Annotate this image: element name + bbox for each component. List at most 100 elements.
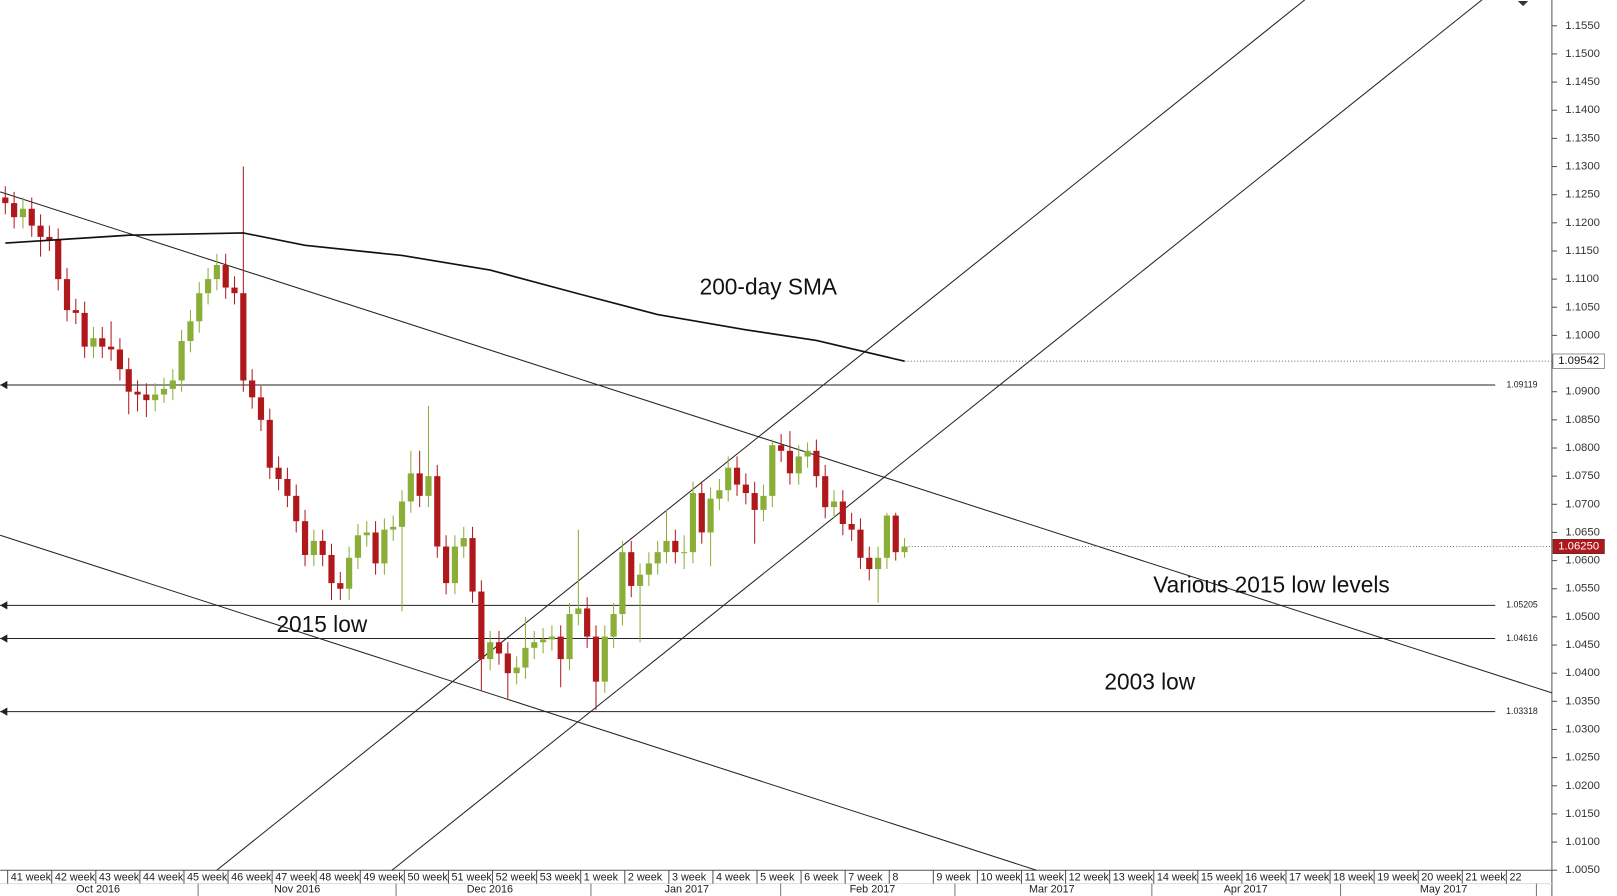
candle-body	[90, 338, 97, 347]
candle-body	[55, 239, 62, 280]
candle-body	[107, 346, 115, 350]
month-label: Mar 2017	[1029, 884, 1075, 896]
y-tick-label: 1.0550	[1565, 583, 1600, 595]
candle-body	[584, 608, 591, 637]
week-label: 44 week	[143, 871, 184, 883]
candle-body	[196, 293, 203, 322]
y-tick-label: 1.0200	[1565, 780, 1600, 792]
week-label: 42 week	[55, 871, 96, 883]
week-label: 21 week	[1465, 871, 1506, 883]
candle-body	[478, 591, 485, 660]
candle-body	[892, 515, 899, 553]
candle-body	[460, 538, 467, 547]
y-tick-label: 1.0350	[1565, 695, 1600, 707]
week-label: 47 week	[275, 871, 316, 883]
week-label: 14 week	[1157, 871, 1198, 883]
candle-body	[275, 467, 282, 479]
week-label: 53 week	[540, 871, 581, 883]
candle-body	[769, 445, 776, 496]
candle-body	[266, 419, 273, 468]
candle-body	[11, 203, 18, 218]
week-label: 8	[892, 871, 898, 883]
y-tick-label: 1.0750	[1565, 470, 1600, 482]
y-tick-label: 1.0400	[1565, 667, 1600, 679]
level-label: 1.09119	[1507, 379, 1538, 389]
candle-body	[143, 394, 150, 401]
candle-body	[575, 608, 582, 615]
candle-body	[716, 490, 723, 499]
candle-body	[883, 515, 890, 558]
week-label: 22	[1509, 871, 1521, 883]
week-label: 12 week	[1069, 871, 1110, 883]
week-label: 46 week	[231, 871, 272, 883]
week-label: 9 week	[936, 871, 971, 883]
candle-body	[434, 476, 441, 547]
week-label: 16 week	[1245, 871, 1286, 883]
candle-body	[328, 554, 335, 584]
week-label: 49 week	[363, 871, 404, 883]
candle-body	[416, 473, 423, 496]
candle-body	[548, 636, 555, 640]
y-tick-label: 1.1100	[1565, 273, 1599, 285]
candle-body	[398, 501, 406, 527]
candle-body	[381, 529, 388, 564]
y-tick-label: 1.1200	[1565, 217, 1600, 229]
week-label: 13 week	[1113, 871, 1154, 883]
level-arrow	[0, 601, 8, 610]
y-tick-label: 1.1550	[1565, 20, 1600, 32]
y-tick-label: 1.1000	[1565, 329, 1600, 341]
y-tick-label: 1.0300	[1565, 723, 1600, 735]
candle-body	[337, 583, 344, 589]
candle-body	[566, 614, 573, 660]
y-tick-label: 1.0150	[1565, 808, 1600, 820]
month-label: Apr 2017	[1224, 884, 1268, 896]
candle-body	[504, 653, 511, 674]
month-label: Feb 2017	[850, 884, 896, 896]
candle-body	[204, 279, 212, 294]
level-label: 1.03318	[1506, 706, 1538, 716]
y-tick-label: 1.0100	[1565, 836, 1600, 848]
y-tick-label: 1.1500	[1565, 48, 1600, 60]
candle-body	[804, 450, 811, 457]
month-label: Oct 2016	[76, 884, 120, 896]
candle-body	[786, 450, 794, 474]
week-label: 50 week	[407, 871, 448, 883]
candle-body	[539, 639, 547, 643]
week-label: 51 week	[452, 871, 493, 883]
candle-body	[610, 614, 617, 637]
trend-line	[0, 534, 1037, 871]
level-arrow	[0, 707, 8, 716]
y-tick-label: 1.1050	[1565, 301, 1600, 313]
level-label: 1.04616	[1506, 633, 1538, 643]
candle-body	[37, 225, 44, 237]
week-label: 2 week	[628, 871, 663, 883]
week-label: 4 week	[716, 871, 751, 883]
candle-body	[187, 321, 194, 342]
y-tick-label: 1.1300	[1565, 161, 1600, 173]
candle-body	[99, 338, 106, 347]
month-label: Nov 2016	[274, 884, 320, 896]
candle-body	[363, 532, 370, 536]
candle-body	[407, 473, 414, 502]
candle-body	[592, 636, 600, 682]
week-label: 48 week	[319, 871, 360, 883]
candle-body	[636, 574, 644, 586]
candle-body	[231, 287, 238, 294]
trend-line	[0, 191, 1553, 694]
annotation: 2003 low	[1104, 669, 1195, 695]
candle-body	[751, 493, 758, 510]
candle-body	[134, 391, 141, 395]
candle-body	[46, 236, 53, 240]
annotation: Various 2015 low levels	[1153, 572, 1390, 598]
y-tick-label: 1.0250	[1565, 752, 1600, 764]
level-arrow	[0, 634, 8, 643]
candle-body	[707, 498, 714, 533]
candle-body	[839, 501, 846, 525]
y-tick-label: 1.1400	[1565, 104, 1600, 116]
annotation: 200-day SMA	[700, 274, 838, 300]
candle-body	[425, 476, 432, 496]
month-label: May 2017	[1420, 884, 1467, 896]
candle-body	[257, 397, 265, 420]
